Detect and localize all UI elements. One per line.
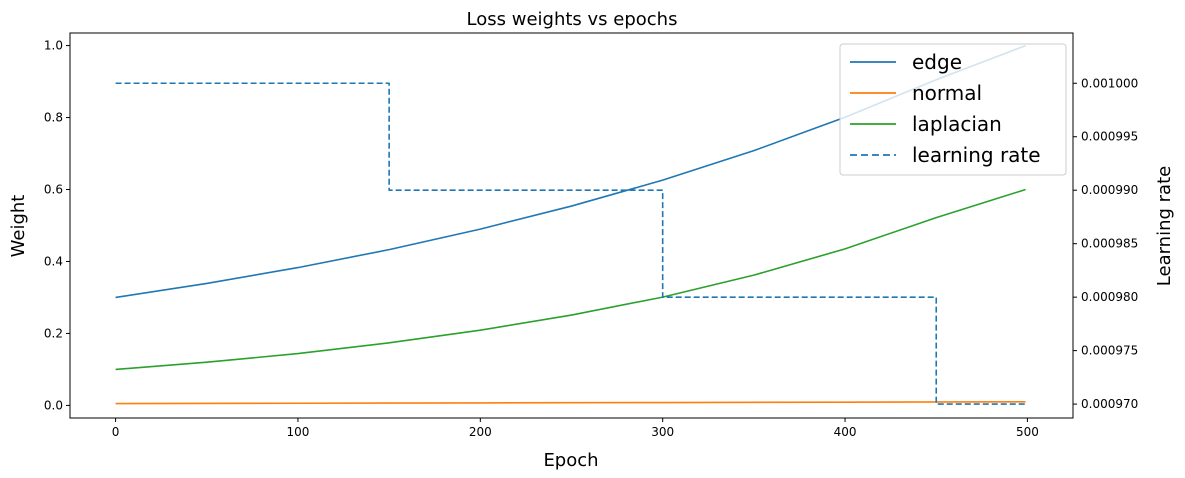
- x-tick-label: 100: [287, 425, 310, 439]
- legend-label: learning rate: [912, 143, 1041, 167]
- series-line-laplacian: [115, 188, 1026, 371]
- y2-axis: 0.000970 0.000975 0.000980 0.000985 0.000990…: [1073, 76, 1138, 411]
- legend-label: laplacian: [912, 112, 1002, 136]
- x-tick-label: 400: [834, 425, 857, 439]
- y-tick-label: 0.6: [44, 183, 63, 197]
- y2-axis-title: Learning rate: [1154, 166, 1175, 286]
- y2-tick-label: 0.000990: [1081, 183, 1138, 197]
- y-tick-label: 0.2: [44, 326, 63, 340]
- y2-tick-label: 0.000980: [1081, 290, 1138, 304]
- y-tick-label: 0.0: [44, 398, 63, 412]
- plot-frame: [69, 32, 1074, 419]
- x-axis: 0 100 200 300 400 500: [112, 418, 1039, 439]
- y2-tick-label: 0.000995: [1081, 130, 1138, 144]
- y-axis-title: Weight: [8, 195, 29, 258]
- series-line-normal: [115, 401, 1026, 405]
- y2-tick-label: 0.001000: [1081, 76, 1138, 90]
- y-tick-label: 0.8: [44, 111, 63, 125]
- legend: edge normal laplacian learning rate: [839, 43, 1067, 176]
- y-tick-label: 1.0: [44, 39, 63, 53]
- y2-tick-label: 0.000975: [1081, 344, 1138, 358]
- y2-tick-label: 0.000970: [1081, 397, 1138, 411]
- legend-label: normal: [912, 81, 982, 105]
- legend-label: edge: [912, 50, 962, 74]
- y2-tick-label: 0.000985: [1081, 237, 1138, 251]
- series-line-learning-rate: [115, 82, 1026, 405]
- y-axis: 0.0 0.2 0.4 0.6 0.8 1.0: [44, 39, 70, 412]
- x-axis-title: Epoch: [543, 450, 598, 471]
- x-tick-label: 200: [469, 425, 492, 439]
- x-tick-label: 300: [651, 425, 674, 439]
- chart-title: Loss weights vs epochs: [467, 9, 678, 30]
- x-tick-label: 0: [112, 425, 120, 439]
- x-tick-label: 500: [1016, 425, 1039, 439]
- y-tick-label: 0.4: [44, 254, 63, 268]
- legend-box: [839, 43, 1067, 176]
